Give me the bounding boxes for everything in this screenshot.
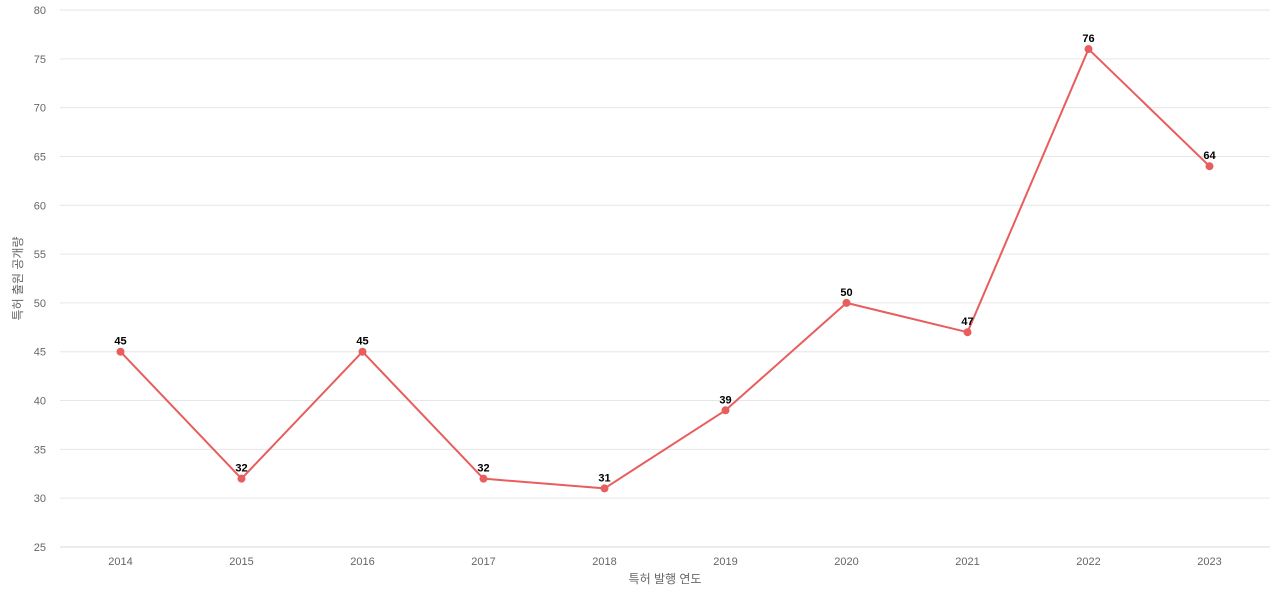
x-tick-label: 2016 — [350, 556, 374, 568]
y-tick-label: 80 — [34, 5, 46, 17]
data-label: 45 — [356, 336, 368, 348]
y-tick-label: 45 — [34, 347, 46, 359]
data-label: 31 — [598, 472, 610, 484]
data-point[interactable] — [721, 406, 730, 415]
y-tick-label: 65 — [34, 151, 46, 163]
y-axis-title: 특허 출원 공개량 — [11, 237, 25, 321]
data-point[interactable] — [1084, 45, 1093, 54]
y-tick-label: 25 — [34, 542, 46, 554]
y-tick-label: 30 — [34, 493, 46, 505]
y-tick-label: 35 — [34, 444, 46, 456]
data-label: 47 — [961, 316, 973, 328]
data-label: 39 — [719, 394, 731, 406]
x-tick-label: 2023 — [1197, 556, 1221, 568]
data-point[interactable] — [479, 474, 488, 483]
y-tick-label: 70 — [34, 103, 46, 115]
x-tick-label: 2019 — [713, 556, 737, 568]
series-line — [119, 48, 1211, 490]
data-label: 76 — [1082, 33, 1094, 45]
series-layer — [119, 48, 1211, 490]
data-points — [116, 45, 1214, 493]
x-axis-title: 특허 발행 연도 — [629, 571, 702, 586]
grid-lines — [60, 9, 1270, 499]
data-label: 50 — [840, 287, 852, 299]
x-tick-label: 2014 — [108, 556, 132, 568]
data-point[interactable] — [116, 347, 125, 356]
data-point[interactable] — [963, 328, 972, 337]
x-tick-label: 2020 — [834, 556, 858, 568]
x-tick-label: 2015 — [229, 556, 253, 568]
data-label: 64 — [1203, 150, 1216, 162]
data-point[interactable] — [600, 484, 609, 493]
y-tick-label: 50 — [34, 298, 46, 310]
y-tick-label: 60 — [34, 200, 46, 212]
x-tick-label: 2021 — [955, 556, 979, 568]
y-tick-label: 55 — [34, 249, 46, 261]
data-label: 32 — [235, 463, 247, 475]
x-tick-label: 2018 — [592, 556, 616, 568]
data-point[interactable] — [1205, 162, 1214, 171]
data-point[interactable] — [237, 474, 246, 483]
y-tick-label: 75 — [34, 54, 46, 66]
y-tick-label: 40 — [34, 396, 46, 408]
data-label: 32 — [477, 463, 489, 475]
data-point[interactable] — [842, 298, 851, 307]
x-tick-label: 2022 — [1076, 556, 1100, 568]
data-labels: 45 32 45 32 31 39 50 47 76 64 — [114, 33, 1216, 484]
data-label: 45 — [114, 336, 126, 348]
x-tick-label: 2017 — [471, 556, 495, 568]
data-point[interactable] — [358, 347, 367, 356]
x-axis-ticks: 2014 2015 2016 2017 2018 2019 2020 2021 2022 2023 — [108, 556, 1221, 568]
y-axis-ticks: 25 30 35 40 45 50 55 60 65 70 75 80 — [34, 5, 46, 554]
